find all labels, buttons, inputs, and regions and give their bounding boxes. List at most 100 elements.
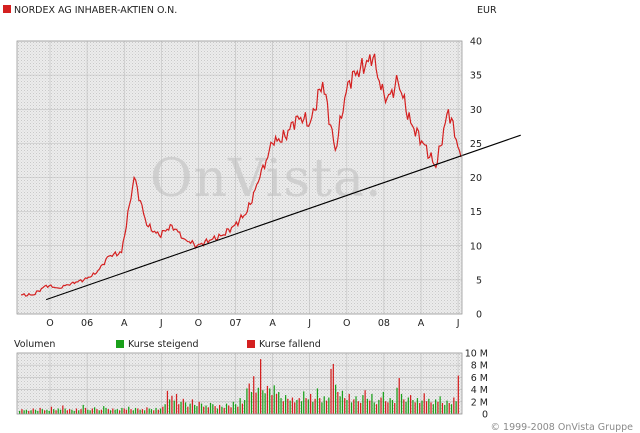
volume-bar-rising — [180, 401, 182, 414]
price-y-axis: 0 5 10 15 20 25 30 35 40 — [470, 37, 482, 321]
volume-bar-rising — [103, 406, 105, 414]
volume-bar-rising — [269, 388, 271, 414]
volume-y-axis: 0 2 M4 M6 M8 M10 M — [465, 349, 488, 421]
volume-bar-rising — [225, 403, 228, 414]
volume-bar-falling — [171, 395, 173, 414]
time-x-axis: O 06 A J O 07 A J O 08 A J — [46, 318, 459, 329]
volume-bar-rising — [432, 404, 434, 414]
volume-bar-rising — [200, 403, 203, 414]
volume-bar-falling — [178, 404, 180, 414]
volume-bar-falling — [100, 409, 103, 414]
falling-legend-label: Kurse fallend — [259, 339, 321, 350]
price-y-tick-label: 25 — [470, 139, 482, 150]
volume-bar-falling — [410, 395, 412, 414]
volume-bar-falling — [314, 398, 316, 415]
x-tick-label: O — [195, 318, 202, 329]
volume-bar-rising — [196, 406, 198, 414]
volume-y-tick-label: 4 M — [471, 385, 488, 396]
volume-bar-falling — [357, 401, 359, 414]
volume-bar-falling — [398, 378, 400, 414]
volume-bar-falling — [375, 404, 378, 414]
volume-bar-falling — [448, 403, 450, 414]
volume-bar-falling — [337, 392, 339, 414]
volume-bar-rising — [450, 404, 453, 414]
volume-bar-falling — [32, 408, 34, 414]
volume-bar-rising — [382, 392, 384, 414]
volume-bar-rising — [150, 409, 153, 414]
x-tick-label: A — [121, 318, 128, 329]
volume-y-tick-label: 0 — [482, 410, 488, 421]
volume-bar-falling — [266, 385, 269, 414]
volume-bar-falling — [423, 393, 425, 414]
volume-bar-rising — [250, 392, 253, 414]
volume-bar-falling — [137, 408, 139, 414]
volume-bar-falling — [369, 400, 371, 414]
volume-bar-rising — [64, 408, 66, 414]
volume-bar-falling — [125, 409, 128, 414]
volume-bar-rising — [366, 398, 369, 415]
volume-bar-rising — [164, 404, 166, 414]
volume-bar-rising — [212, 404, 214, 414]
volume-bar-rising — [416, 398, 419, 414]
volume-bar-falling — [141, 409, 144, 414]
volume-bar-falling — [62, 405, 64, 414]
volume-bar-rising — [37, 410, 39, 414]
volume-bar-falling — [146, 407, 148, 414]
volume-bar-falling — [344, 398, 346, 414]
volume-bar-rising — [300, 401, 303, 414]
volume-bar-rising — [78, 410, 80, 414]
volume-bar-rising — [109, 410, 112, 414]
volume-bar-rising — [296, 400, 298, 414]
volume-bar-rising — [30, 410, 32, 414]
volume-y-tick-label: 8 M — [471, 361, 488, 372]
volume-bar-falling — [330, 368, 332, 414]
volume-bar-falling — [380, 397, 382, 414]
volume-bar-falling — [291, 397, 294, 414]
volume-bar-rising — [285, 395, 287, 414]
volume-y-tick-label: 6 M — [471, 373, 488, 384]
volume-bar-rising — [412, 400, 414, 414]
volume-bar-rising — [134, 407, 137, 414]
volume-bar-falling — [253, 376, 255, 414]
volume-bar-falling — [119, 410, 121, 414]
volume-bar-rising — [221, 406, 223, 414]
volume-bar-falling — [425, 401, 428, 414]
volume-bar-falling — [182, 398, 184, 415]
x-tick-label: O — [343, 318, 350, 329]
volume-bar-falling — [66, 410, 68, 414]
volume-bar-rising — [205, 405, 207, 414]
volume-bar-rising — [89, 410, 91, 414]
volume-bar-rising — [289, 400, 291, 414]
volume-bar-rising — [244, 400, 246, 414]
volume-bar-falling — [55, 410, 57, 414]
volume-bar-falling — [230, 407, 232, 414]
volume-bar-rising — [189, 403, 191, 414]
x-tick-label: 08 — [378, 318, 390, 329]
volume-bar-falling — [175, 393, 178, 414]
rising-legend-label: Kurse steigend — [128, 339, 199, 350]
volume-bar-rising — [132, 410, 134, 414]
volume-bar-falling — [305, 398, 307, 414]
price-y-tick-label: 5 — [476, 275, 482, 286]
volume-bar-rising — [114, 409, 116, 414]
volume-bar-rising — [355, 396, 357, 414]
volume-bar-rising — [346, 400, 348, 414]
volume-bar-falling — [255, 392, 257, 414]
price-y-tick-label: 20 — [470, 173, 482, 184]
volume-bar-falling — [282, 401, 284, 414]
x-tick-label: J — [159, 318, 163, 329]
volume-bar-rising — [378, 400, 380, 414]
price-y-tick-label: 30 — [470, 105, 482, 116]
volume-bar-rising — [421, 400, 423, 414]
volume-plot-border — [16, 352, 463, 415]
volume-bar-rising — [235, 404, 237, 414]
volume-bar-rising — [73, 410, 75, 414]
volume-bar-rising — [439, 396, 441, 414]
chart-title: NORDEX AG INHABER-AKTIEN O.N. — [14, 5, 177, 16]
volume-bar-falling — [153, 410, 155, 414]
rising-legend-swatch — [116, 340, 124, 348]
title-legend-swatch — [3, 5, 11, 13]
price-line — [20, 53, 462, 297]
volume-bars — [19, 359, 459, 415]
